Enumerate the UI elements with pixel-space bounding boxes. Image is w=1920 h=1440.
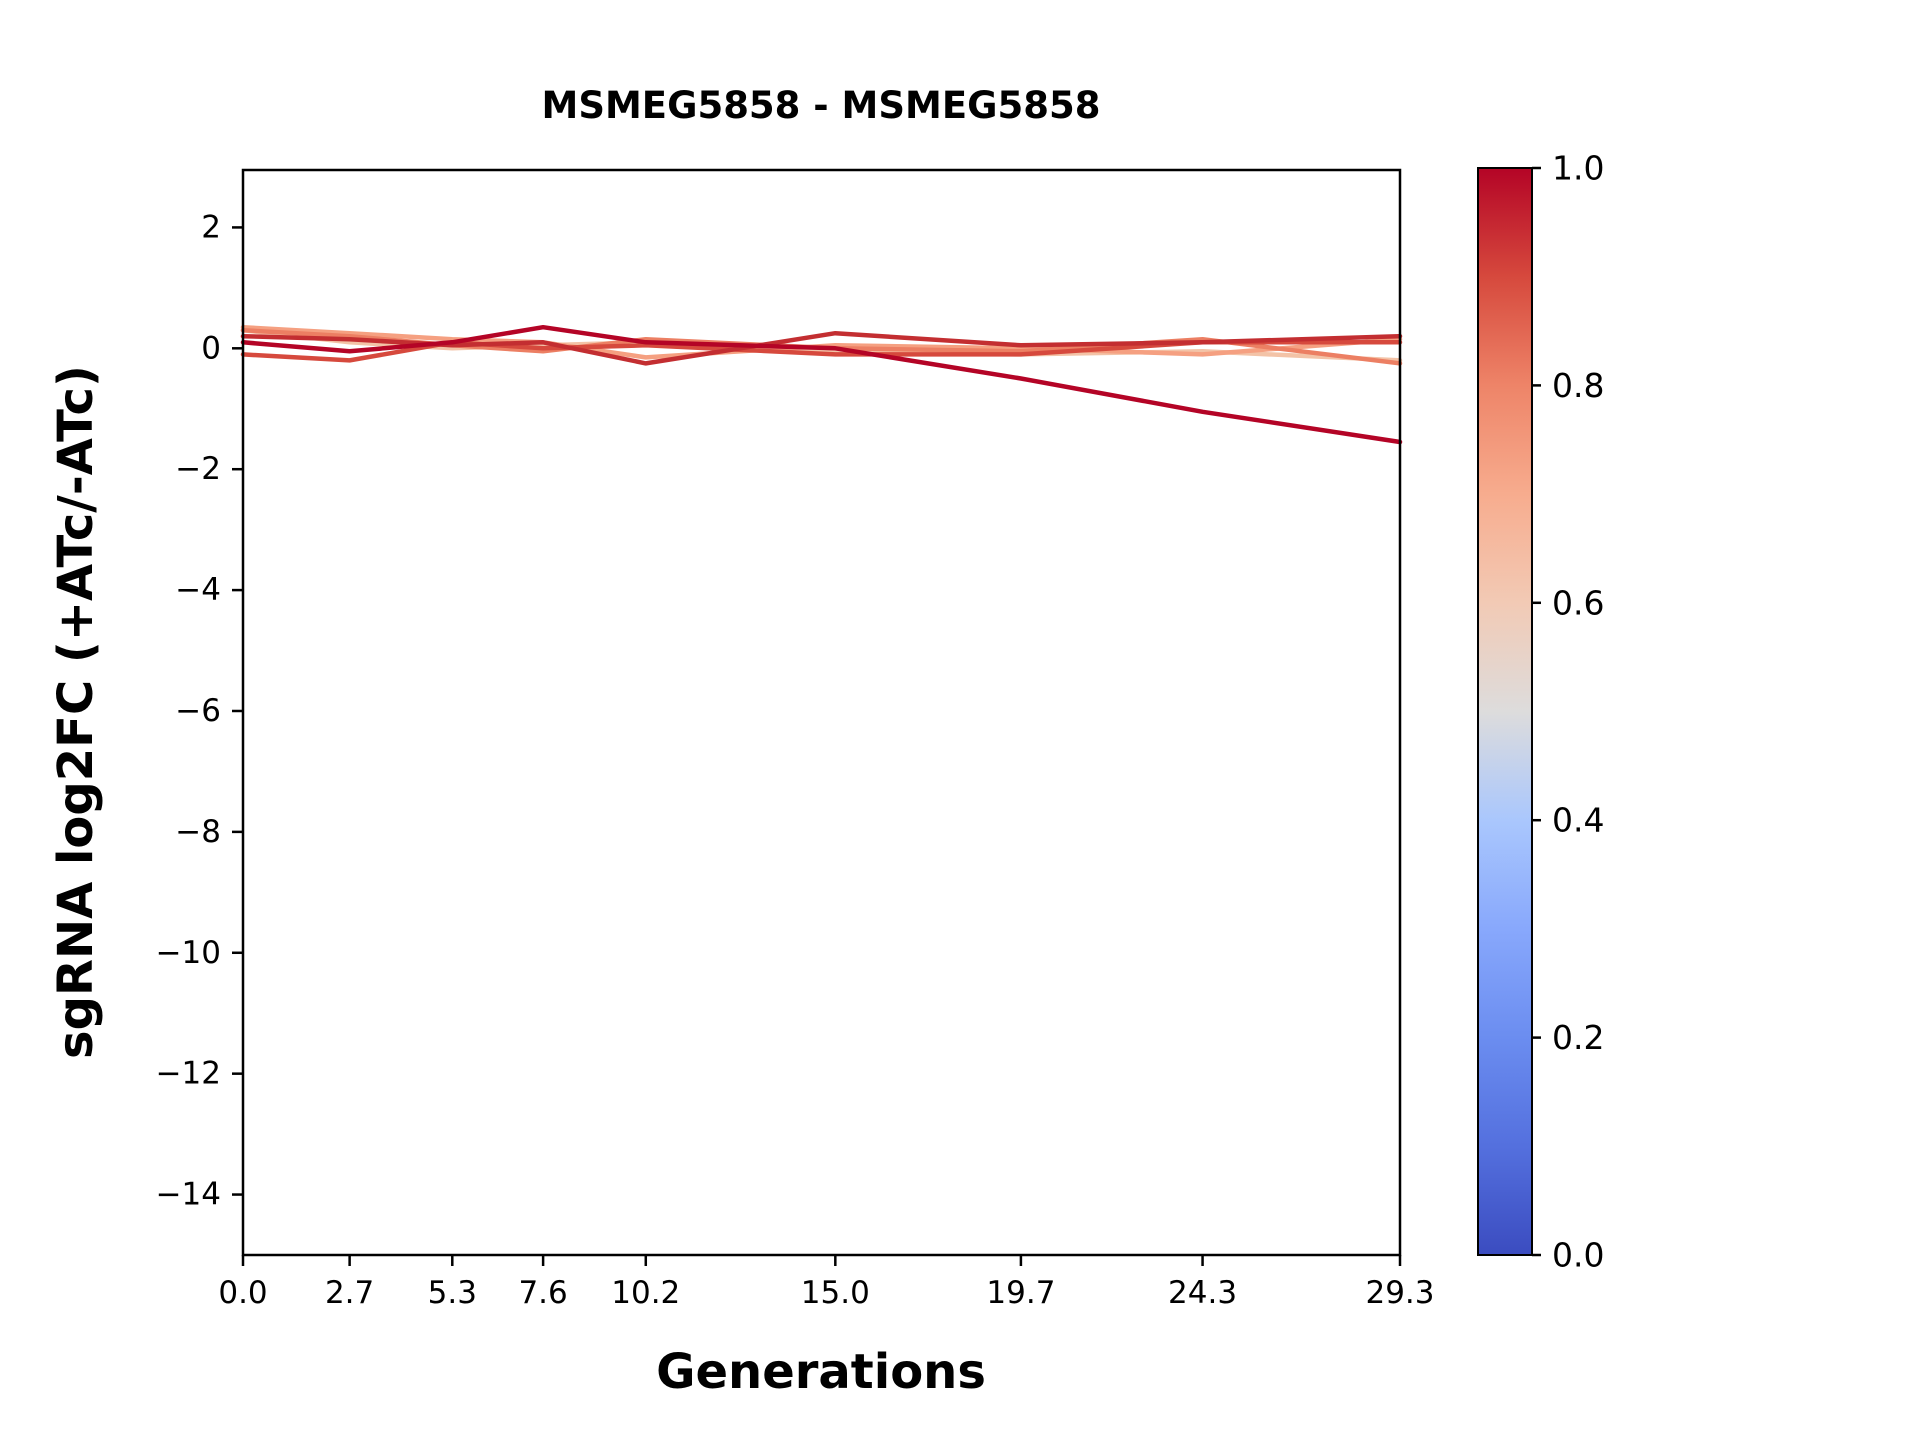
x-tick-label: 15.0 [801, 1275, 870, 1311]
colorbar [1477, 167, 1533, 1256]
colorbar-tick-label: 0.6 [1552, 583, 1604, 622]
y-tick-label: −8 [175, 814, 221, 850]
y-tick-label: −14 [156, 1177, 221, 1213]
plot-series [240, 324, 1403, 445]
x-tick-label: 24.3 [1168, 1275, 1237, 1311]
series-line [240, 324, 1403, 445]
y-tick-label: −4 [175, 572, 221, 608]
x-axis-label: Generations [656, 1344, 986, 1400]
x-axis-ticks: 0.0 2.7 5.3 7.6 10.2 15.0 19.7 24.3 29.3 [218, 1255, 1435, 1311]
y-tick-label: −10 [156, 935, 221, 971]
x-tick-label: 7.6 [518, 1275, 567, 1311]
x-tick-label: 10.2 [611, 1275, 680, 1311]
x-tick-label: 29.3 [1365, 1275, 1434, 1311]
colorbar-tick-label: 1.0 [1552, 149, 1604, 188]
colorbar-tick-label: 0.4 [1552, 801, 1604, 840]
y-tick-label: −12 [156, 1056, 221, 1092]
chart-title: MSMEG5858 - MSMEG5858 [542, 84, 1101, 127]
colorbar-tick-label: 0.8 [1552, 366, 1604, 405]
x-tick-label: 5.3 [428, 1275, 477, 1311]
x-tick-label: 0.0 [218, 1275, 267, 1311]
plot-border [241, 168, 1402, 1257]
y-axis-label: sgRNA log2FC (+ATc/-ATc) [48, 365, 104, 1059]
series-line [240, 340, 1403, 363]
colorbar-tick-label: 0.2 [1552, 1018, 1604, 1057]
y-axis-ticks: 2 0 −2 −4 −6 −8 −10 −12 −14 [156, 209, 243, 1213]
x-tick-label: 2.7 [325, 1275, 374, 1311]
series-line [240, 330, 1403, 366]
y-tick-label: 2 [201, 209, 221, 245]
y-tick-label: 0 [201, 330, 221, 366]
x-tick-label: 19.7 [986, 1275, 1055, 1311]
colorbar-ticks: 1.0 0.8 0.6 0.4 0.2 0.0 [1532, 149, 1604, 1275]
series-line [240, 324, 1403, 360]
y-tick-label: −2 [175, 451, 221, 487]
colorbar-tick-label: 0.0 [1552, 1236, 1604, 1275]
y-tick-label: −6 [175, 693, 221, 729]
